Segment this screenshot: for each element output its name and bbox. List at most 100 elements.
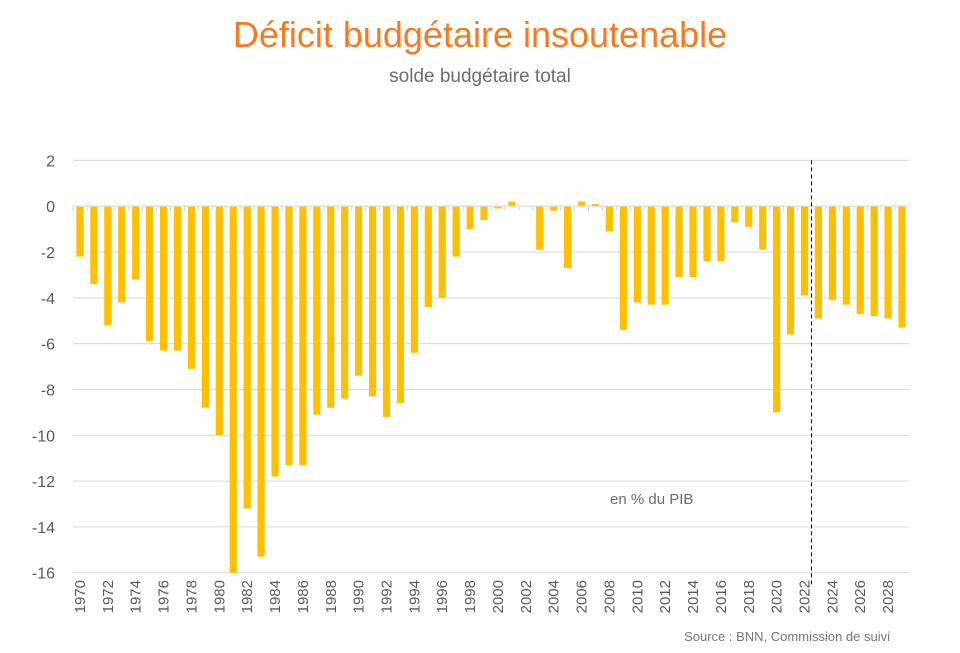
unit-annotation: en % du PIB: [610, 491, 693, 508]
bar-2027: [870, 206, 878, 317]
bar-1997: [452, 206, 460, 257]
bar-1994: [410, 206, 418, 353]
bar-1989: [341, 206, 349, 399]
bar-2017: [731, 206, 739, 223]
x-axis-tick-labels: 1970 1972 1974 1976 1978 1980 1982 1984 1986 1988…: [72, 580, 897, 613]
x-axis: [72, 205, 910, 212]
bar-2016: [717, 206, 725, 262]
x-tick-label: 2026: [852, 580, 869, 613]
bar-1983: [257, 206, 265, 557]
bar-2010: [633, 206, 641, 303]
gridlines: [73, 159, 909, 574]
bar-2024: [828, 206, 836, 301]
x-tick-label: 1988: [323, 580, 340, 613]
bar-2021: [786, 206, 795, 335]
y-tick-label: -8: [41, 382, 55, 399]
y-tick-label: -12: [32, 474, 55, 491]
chart-title: Déficit budgétaire insoutenable: [232, 14, 728, 55]
x-tick-label: 1996: [434, 580, 451, 613]
bar-2029: [898, 206, 906, 328]
x-tick-label: 2018: [741, 580, 758, 613]
bar-2022: [800, 206, 809, 296]
x-tick-label: 1982: [239, 580, 256, 613]
bar-1970: [76, 206, 84, 257]
bar-1971: [90, 206, 98, 285]
x-tick-label: 2000: [490, 580, 507, 613]
bar-2018: [745, 206, 753, 227]
y-tick-label: 2: [46, 153, 55, 170]
bar-1976: [159, 206, 168, 351]
bar-2001: [508, 201, 516, 207]
y-tick-label: 0: [46, 199, 55, 216]
bar-2028: [884, 206, 892, 319]
x-tick-label: 2010: [629, 580, 646, 613]
bar-2004: [550, 206, 558, 211]
x-tick-label: 1994: [406, 580, 423, 613]
bar-2003: [536, 206, 544, 250]
chart-subtitle: solde budgétaire total: [389, 66, 571, 87]
bar-1999: [480, 206, 488, 220]
bar-1993: [396, 206, 405, 404]
bar-1977: [173, 206, 182, 351]
bar-2006: [577, 201, 586, 207]
x-tick-label: 2028: [880, 580, 897, 613]
x-tick-label: 1998: [462, 580, 479, 613]
bar-1990: [355, 206, 363, 376]
bar-1984: [271, 206, 279, 477]
bar-2000: [494, 206, 502, 209]
bar-1998: [466, 206, 474, 230]
x-tick-label: 1972: [100, 580, 117, 613]
bar-1985: [285, 206, 293, 466]
bar-1987: [313, 206, 321, 415]
bar-2014: [689, 206, 697, 278]
y-tick-label: -16: [32, 566, 55, 583]
x-tick-label: 1986: [295, 580, 312, 613]
bar-1988: [327, 206, 335, 408]
bar-2023: [814, 206, 823, 319]
bar-2009: [619, 206, 627, 330]
bars: [76, 201, 906, 573]
bar-1996: [438, 206, 446, 298]
bar-2013: [675, 206, 683, 278]
x-tick-label: 2024: [824, 580, 841, 613]
x-tick-label: 2002: [518, 580, 535, 613]
x-tick-label: 1980: [211, 580, 228, 613]
bar-1986: [299, 206, 307, 466]
x-tick-label: 2012: [657, 580, 674, 613]
bar-2025: [842, 206, 850, 305]
bar-1995: [424, 206, 432, 307]
bar-1973: [118, 206, 126, 303]
bar-1979: [201, 206, 209, 408]
x-tick-label: 2016: [713, 580, 730, 613]
bar-2011: [647, 206, 655, 305]
y-axis-tick-labels: 2 0 -2 -4 -6 -8 -10 -12 -14 -16: [32, 153, 55, 582]
bar-1975: [146, 206, 154, 342]
x-tick-label: 1984: [267, 580, 284, 613]
x-tick-label: 1990: [351, 580, 368, 613]
x-tick-label: 1978: [183, 580, 200, 613]
bar-1974: [132, 206, 140, 280]
x-tick-label: 2004: [546, 580, 563, 613]
bar-1982: [243, 206, 251, 509]
bar-2005: [564, 206, 572, 269]
x-tick-label: 2008: [601, 580, 618, 613]
bar-2012: [661, 206, 669, 305]
y-tick-label: -14: [32, 520, 55, 537]
x-tick-label: 1992: [379, 580, 396, 613]
bar-2026: [856, 206, 864, 314]
bar-2007: [591, 203, 600, 207]
bar-1991: [368, 206, 377, 397]
bar-1981: [229, 206, 237, 573]
x-tick-label: 2014: [685, 580, 702, 613]
y-tick-label: -4: [41, 291, 55, 308]
y-tick-label: -6: [41, 337, 55, 354]
bar-2015: [703, 206, 711, 262]
x-tick-label: 2020: [769, 580, 786, 613]
x-tick-label: 1976: [156, 580, 173, 613]
x-tick-label: 1974: [128, 580, 145, 613]
bar-1980: [215, 206, 223, 436]
bar-2019: [759, 206, 767, 250]
bar-1978: [187, 206, 196, 369]
source-note: Source : BNN, Commission de suivi: [684, 629, 890, 644]
